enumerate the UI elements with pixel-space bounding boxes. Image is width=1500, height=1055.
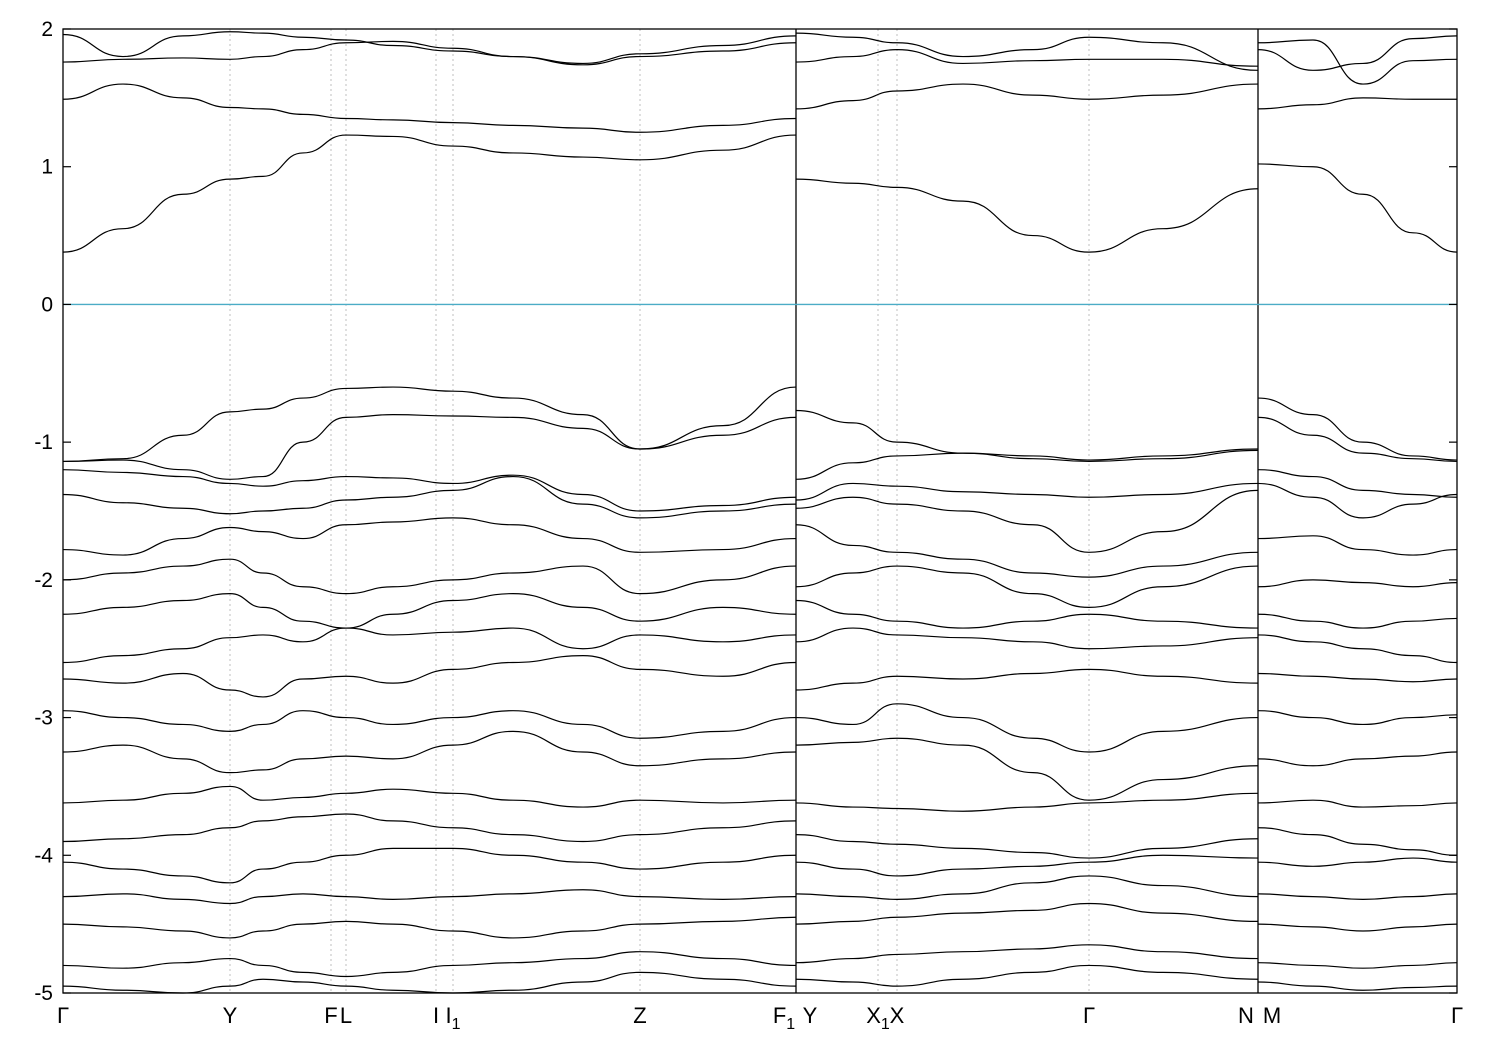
band-1-segment-0 (62, 413, 797, 480)
band-11-segment-0 (62, 627, 797, 664)
x-tick-label-12: N (1238, 1003, 1254, 1028)
band-5-segment-0 (62, 31, 797, 65)
band-4-segment-1 (795, 49, 1259, 67)
band-19-segment-1 (795, 902, 1259, 925)
y-tick-label-2: 0 (41, 293, 53, 316)
band-20-segment-0 (62, 951, 797, 978)
band-17-segment-0 (62, 847, 797, 884)
band-21-segment-1 (795, 964, 1259, 987)
x-tick-label-10: X (890, 1003, 905, 1028)
x-tick-label-0: Γ (57, 1003, 69, 1028)
y-tick-label-7: -5 (34, 982, 53, 1005)
band-12-segment-0 (62, 654, 797, 698)
band-13-segment-2 (1257, 710, 1458, 726)
band-14-segment-2 (1257, 751, 1458, 767)
x-tick-label-4: I (433, 1003, 439, 1028)
x-tick-label-8: Y (803, 1003, 818, 1028)
band-5-segment-1 (795, 32, 1259, 71)
band-layer (62, 31, 1458, 994)
x-tick-label-13: M (1263, 1003, 1281, 1028)
x-tick-label-5: I1 (445, 1003, 460, 1033)
band-19-segment-2 (1257, 923, 1458, 932)
band-18-segment-1 (795, 875, 1259, 900)
band-12-segment-2 (1257, 672, 1458, 683)
band-0-segment-1 (795, 409, 1259, 461)
band-16-segment-1 (795, 834, 1259, 859)
band-18-segment-2 (1257, 893, 1458, 900)
band-8-segment-0 (62, 517, 797, 556)
band-16-segment-2 (1257, 827, 1458, 856)
band-0-segment-2 (1257, 397, 1458, 461)
band-17-segment-2 (1257, 857, 1458, 867)
band-2-segment-0 (62, 134, 797, 253)
band-6-segment-0 (62, 469, 797, 512)
x-tick-label-7: F1 (773, 1003, 795, 1033)
x-tick-subscript-5: 1 (452, 1016, 461, 1033)
band-13-segment-1 (795, 703, 1259, 753)
band-20-segment-2 (1257, 962, 1458, 969)
band-12-segment-1 (795, 668, 1259, 691)
x-tick-label-11: Γ (1083, 1003, 1095, 1028)
x-tick-label-9: X1 (866, 1003, 890, 1033)
y-tick-label-1: 1 (41, 156, 53, 179)
band-7-segment-0 (62, 475, 797, 519)
x-tick-subscript-9: 1 (881, 1016, 890, 1033)
x-tick-label-2: F (324, 1003, 337, 1028)
y-tick-label-6: -4 (34, 844, 53, 867)
grid-layer (229, 29, 1259, 993)
band-7-segment-2 (1257, 482, 1458, 519)
band-5-segment-2 (1257, 35, 1458, 71)
y-tick-label-0: 2 (41, 18, 53, 41)
band-3-segment-1 (795, 83, 1259, 110)
band-11-segment-2 (1257, 634, 1458, 664)
band-11-segment-1 (795, 627, 1259, 650)
band-6-segment-1 (795, 482, 1259, 501)
x-axis: Γ Y F L I I1 Z F1 Y X1 X Γ N M Γ (57, 1003, 1463, 1033)
x-tick-label-1: Y (223, 1003, 238, 1028)
band-9-segment-1 (795, 565, 1259, 609)
y-tick-label-5: -3 (34, 707, 53, 730)
band-10-segment-2 (1257, 613, 1458, 629)
band-3-segment-0 (62, 83, 797, 133)
band-4-segment-2 (1257, 39, 1458, 85)
band-10-segment-0 (62, 593, 797, 629)
band-13-segment-0 (62, 710, 797, 739)
band-19-segment-0 (62, 916, 797, 939)
band-15-segment-0 (62, 785, 797, 808)
band-7-segment-1 (795, 489, 1259, 553)
band-4-segment-0 (62, 40, 797, 66)
band-15-segment-2 (1257, 799, 1458, 808)
band-2-segment-2 (1257, 163, 1458, 253)
y-tick-label-4: -2 (34, 569, 53, 592)
band-16-segment-0 (62, 813, 797, 843)
band-2-segment-1 (795, 178, 1259, 253)
y-axis: 2 1 0 -1 -2 -3 -4 -5 (34, 18, 1457, 1005)
band-17-segment-1 (795, 854, 1259, 877)
band-1-segment-2 (1257, 416, 1458, 463)
band-10-segment-1 (795, 599, 1259, 629)
band-0-segment-0 (62, 386, 797, 463)
x-tick-label-3: L (340, 1003, 352, 1028)
plot-frame (62, 28, 1458, 994)
x-tick-label-6: Z (633, 1003, 646, 1028)
band-3-segment-2 (1257, 97, 1457, 110)
band-14-segment-1 (795, 737, 1259, 801)
band-15-segment-1 (795, 792, 1259, 812)
band-20-segment-1 (795, 944, 1259, 964)
x-tick-label-14: Γ (1451, 1003, 1463, 1028)
band-6-segment-2 (1257, 469, 1458, 498)
band-9-segment-0 (62, 558, 797, 595)
band-14-segment-0 (62, 730, 797, 774)
x-tick-subscript-7: 1 (786, 1016, 795, 1033)
band-8-segment-1 (795, 524, 1259, 578)
band-8-segment-2 (1257, 535, 1458, 556)
band-18-segment-0 (62, 889, 797, 905)
y-tick-label-3: -1 (34, 431, 53, 454)
band-21-segment-2 (1257, 981, 1458, 991)
band-1-segment-1 (795, 449, 1259, 480)
band-21-segment-0 (62, 971, 797, 994)
band-9-segment-2 (1257, 579, 1458, 588)
